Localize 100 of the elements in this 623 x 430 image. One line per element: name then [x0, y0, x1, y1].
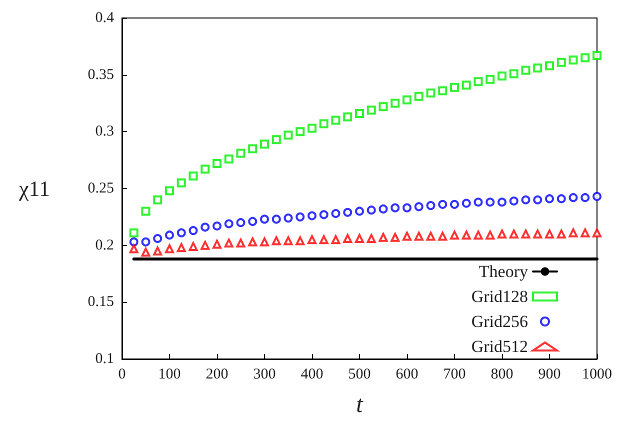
- point: [296, 127, 305, 136]
- legend-label: Grid512: [471, 337, 528, 356]
- point: [200, 240, 210, 250]
- point: [556, 229, 566, 238]
- point: [438, 200, 448, 209]
- point: [129, 237, 138, 246]
- point: [474, 198, 483, 207]
- point: [498, 229, 506, 238]
- legend-label: Grid256: [471, 312, 528, 331]
- point: [331, 116, 340, 125]
- point: [308, 211, 316, 220]
- point: [378, 102, 388, 112]
- point: [366, 106, 376, 115]
- x-tick-label: 0: [118, 366, 126, 382]
- point: [296, 236, 305, 246]
- point: [556, 194, 566, 204]
- point: [426, 232, 436, 241]
- y-tick-label: 0.2: [95, 237, 114, 254]
- point: [319, 210, 328, 220]
- point: [212, 222, 222, 231]
- point: [592, 51, 602, 60]
- legend-label: Theory: [478, 262, 528, 281]
- point: [260, 237, 269, 246]
- point: [438, 232, 448, 241]
- point: [308, 124, 316, 133]
- point: [509, 229, 518, 238]
- point: [402, 232, 412, 241]
- point: [153, 195, 162, 204]
- point: [568, 228, 578, 238]
- point: [236, 148, 246, 158]
- x-tick-label: 300: [253, 366, 276, 382]
- x-tick-label: 600: [396, 366, 418, 382]
- point: [188, 171, 198, 180]
- point: [580, 228, 590, 238]
- point: [129, 228, 138, 238]
- point: [474, 77, 483, 86]
- point: [580, 53, 590, 62]
- point: [319, 119, 328, 128]
- point: [284, 236, 293, 246]
- point: [188, 242, 198, 251]
- point: [248, 144, 258, 154]
- point: [129, 244, 138, 254]
- point: [462, 80, 471, 90]
- point: [355, 206, 364, 216]
- legend-label: Grid128: [471, 287, 528, 306]
- point: [533, 195, 542, 204]
- point: [248, 216, 258, 226]
- point: [343, 112, 352, 122]
- x-tick-label: 1000: [582, 366, 612, 382]
- point: [533, 229, 542, 238]
- point: [390, 203, 400, 212]
- x-tick-label: 400: [300, 366, 324, 382]
- point: [343, 208, 352, 217]
- point: [521, 195, 530, 204]
- point: [260, 214, 269, 224]
- point: [366, 206, 376, 215]
- point: [545, 229, 554, 238]
- point: [355, 108, 364, 118]
- point: [509, 196, 518, 206]
- point: [545, 194, 554, 204]
- point: [176, 178, 186, 188]
- point: [462, 198, 471, 208]
- x-tick-label: 900: [538, 366, 561, 382]
- point: [165, 186, 174, 196]
- point: [450, 82, 459, 92]
- y-axis-title: χ11: [18, 176, 50, 201]
- point: [153, 234, 162, 244]
- point: [498, 71, 506, 80]
- point: [509, 69, 518, 78]
- point: [236, 218, 246, 228]
- y-tick-label: 0.3: [95, 124, 114, 140]
- point: [272, 214, 281, 224]
- point: [284, 130, 293, 140]
- point: [592, 192, 602, 201]
- point: [450, 200, 459, 209]
- point: [414, 92, 424, 101]
- point: [580, 193, 590, 202]
- x-tick-label: 700: [443, 366, 466, 382]
- point: [450, 230, 459, 240]
- point: [486, 74, 495, 84]
- point: [296, 212, 305, 222]
- point: [200, 164, 210, 174]
- point: [200, 222, 210, 232]
- y-tick-label: 0.15: [88, 294, 114, 310]
- point: [390, 232, 400, 242]
- point: [165, 244, 174, 254]
- point: [284, 214, 293, 223]
- point: [568, 56, 578, 65]
- y-tick-label: 0.4: [95, 10, 114, 26]
- point: [378, 232, 388, 242]
- point: [248, 237, 258, 246]
- point: [438, 86, 448, 96]
- point: [212, 240, 222, 249]
- y-tick-label: 0.1: [95, 351, 114, 367]
- x-axis-title: t: [356, 392, 364, 418]
- point: [592, 228, 602, 238]
- point: [308, 235, 316, 244]
- point: [521, 229, 530, 238]
- point: [486, 198, 495, 207]
- point: [224, 154, 234, 164]
